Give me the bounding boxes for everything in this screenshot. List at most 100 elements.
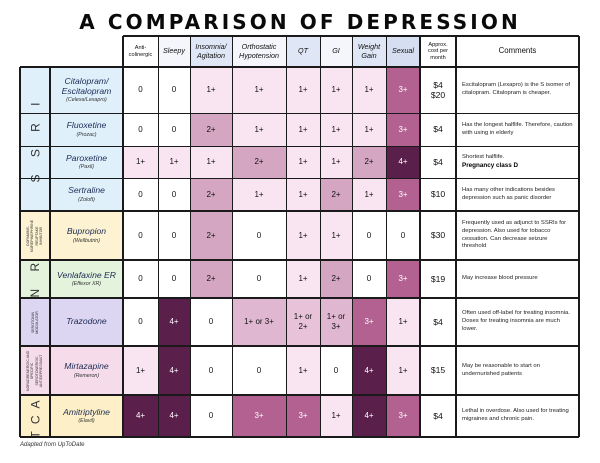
drug-name-cell: Sertraline (Zoloft) (50, 178, 123, 211)
cost-cell: $4 (433, 316, 443, 327)
score-cell: 1+ or 3+ (232, 298, 286, 346)
drug-brand: (Remeron) (73, 372, 100, 379)
comment-text: Shortest halflife. (462, 154, 505, 161)
comment-cell: Has the longest halflife. Therefore, cau… (456, 113, 579, 146)
comment-text: Escitalopram (Lexapro) is the S isomer o… (462, 82, 571, 96)
score-cell: 1+ (286, 178, 320, 211)
grid-line (20, 177, 579, 179)
score-cell: 1+ (232, 178, 286, 211)
cost-cell: $4 (433, 410, 443, 421)
drug-name-cell: Trazodone (50, 298, 123, 346)
score-cell: 0 (123, 178, 158, 211)
score-cell: 2+ (190, 178, 232, 211)
cost-cell: $15 (430, 365, 446, 376)
drug-name: Sertraline (68, 185, 105, 196)
header-sleepy: Sleepy (158, 36, 190, 67)
header-orthostatic: Orthostatic Hypotension (232, 36, 286, 67)
comment-cell: May be reasonable to start on undernuris… (456, 346, 579, 395)
score-cell: 1+ (286, 146, 320, 178)
score-cell: 0 (190, 298, 232, 346)
cost-cell: $4 (433, 124, 443, 135)
score-cell: 2+ (320, 260, 352, 298)
grid-line (123, 35, 579, 37)
comment-text: May be reasonable to start on undernuris… (462, 362, 540, 377)
header-anticholinergic: Anti-colinergic (128, 45, 153, 58)
grid-line (285, 36, 287, 437)
grid-line (20, 394, 579, 396)
comment-text: Has the longest halflife. Therefore, cau… (462, 121, 573, 136)
score-cell: 2+ (352, 146, 386, 178)
comment-cell: Lethal in overdose. Also used for treati… (456, 395, 579, 437)
drug-brand: (Zoloft) (78, 196, 95, 203)
score-cell: 1+ (190, 67, 232, 113)
grid-line (578, 36, 580, 437)
score-cell: 4+ (158, 346, 190, 395)
score-cell: 3+ (386, 113, 420, 146)
drug-brand: (Prozac) (76, 131, 97, 138)
score-cell: 1+ (352, 178, 386, 211)
grid-line (20, 259, 579, 261)
score-cell: 1+ (386, 298, 420, 346)
score-cell: 3+ (386, 178, 420, 211)
score-cell: 0 (190, 346, 232, 395)
score-cell: 1+ or 2+ (286, 298, 320, 346)
drug-name-cell: Paroxetine (Paxil) (50, 146, 123, 178)
comment-cell: Frequently used as adjunct to SSRIs for … (456, 211, 579, 260)
score-cell: 4+ (158, 395, 190, 437)
score-cell: 1+ (320, 211, 352, 260)
comment-text: Frequently used as adjunct to SSRIs for … (462, 220, 567, 250)
score-cell: 0 (123, 260, 158, 298)
header-cost: Approx. cost per month (428, 41, 448, 61)
grid-line (385, 36, 387, 437)
score-cell: 1+ (286, 346, 320, 395)
grid-line (20, 112, 579, 114)
grid-line (20, 297, 579, 299)
drug-brand: (Celexa/Lexapro) (66, 96, 107, 103)
cost-cell: $30 (430, 230, 446, 241)
grid-line (20, 436, 579, 438)
score-cell: 3+ (286, 395, 320, 437)
score-cell: 0 (352, 211, 386, 260)
score-cell: 0 (232, 346, 286, 395)
score-cell: 0 (158, 67, 190, 113)
grid-line (351, 36, 353, 437)
grid-line (122, 36, 124, 437)
score-cell: 4+ (386, 146, 420, 178)
score-cell: 1+ (320, 113, 352, 146)
score-cell: 3+ (386, 260, 420, 298)
score-cell: 1+ (320, 395, 352, 437)
score-cell: 1+ (286, 211, 320, 260)
grid-line (419, 36, 421, 437)
drug-name: Trazodone (66, 316, 107, 327)
header-weight-gain: Weight Gain (352, 36, 386, 67)
score-cell: 0 (352, 260, 386, 298)
score-cell: 1+ (123, 346, 158, 395)
score-cell: 1+ (320, 146, 352, 178)
drug-name-cell: Bupropion (Wellbutrin) (50, 211, 123, 260)
drug-brand: (Paxil) (78, 164, 94, 171)
grid-line (231, 36, 233, 437)
score-cell: 0 (158, 178, 190, 211)
drug-class-band: NORADRENERGIC AND SPECIFIC SEROTONERGIC ANT… (20, 346, 50, 395)
score-cell: 1+ (320, 67, 352, 113)
drug-brand: (Wellbutrin) (73, 237, 100, 244)
score-cell: 4+ (352, 395, 386, 437)
score-cell: 4+ (352, 346, 386, 395)
drug-class-band: DOPAMINE- NOREPINEPHRINE REUPTAKE INHIBITOR (20, 211, 50, 260)
cost-cell: $4 $20 (430, 79, 446, 100)
source-note: Adapted from UpToDate (20, 442, 85, 448)
header-comments: Comments (498, 46, 537, 56)
score-cell: 0 (232, 260, 286, 298)
score-cell: 1+ (352, 113, 386, 146)
score-cell: 3+ (386, 67, 420, 113)
drug-name: Bupropion (66, 226, 107, 237)
header-sexual: Sexual (386, 36, 420, 67)
drug-name-cell: Amitriptyline (Elavil) (50, 395, 123, 437)
score-cell: 1+ (386, 346, 420, 395)
score-cell: 2+ (190, 113, 232, 146)
drug-class-label: SEROTONIN MODULATOR (30, 310, 39, 334)
score-cell: 0 (123, 113, 158, 146)
score-cell: 0 (232, 211, 286, 260)
comment-cell: Shortest halflife. Pregnancy class D (456, 146, 579, 178)
drug-name: Amitriptyline (63, 406, 110, 417)
